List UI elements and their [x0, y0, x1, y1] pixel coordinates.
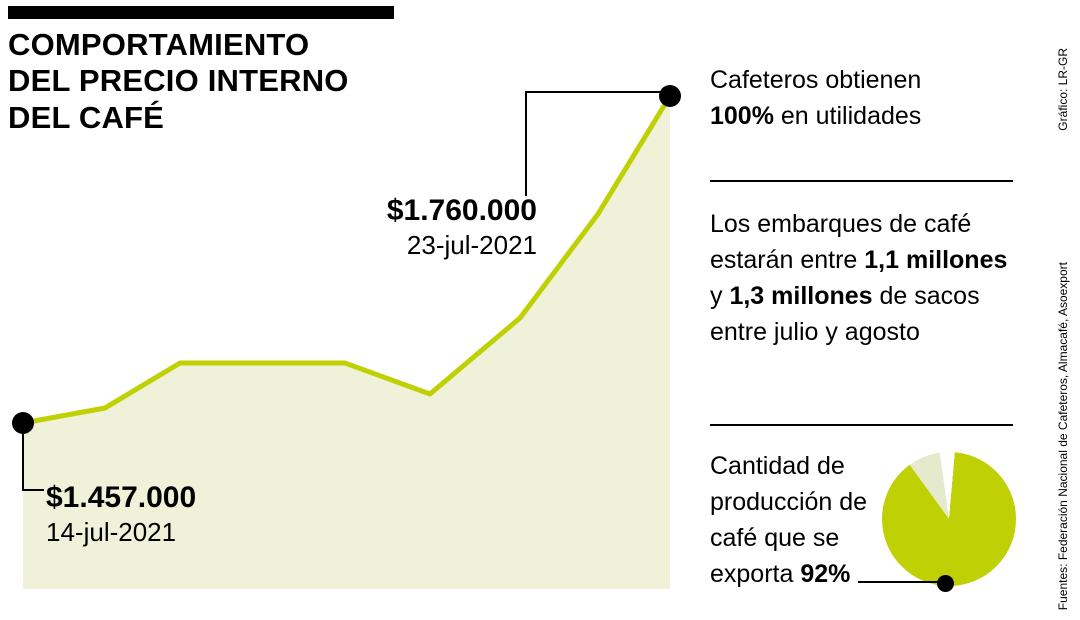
credit-graphic: Gráfico: LR-GR [1056, 48, 1070, 131]
fact-text: Los embarques de café estarán entre [710, 210, 972, 274]
title-rule [8, 6, 394, 19]
fact-text-bold: 100% [710, 102, 774, 130]
data-point-marker [12, 412, 34, 434]
start-price-annotation: $1.457.000 14-jul-2021 [46, 481, 196, 548]
end-price-date: 23-jul-2021 [406, 230, 537, 260]
pie-connector-line [858, 581, 944, 583]
title-line-2: DEL PRECIO INTERNO [8, 63, 349, 99]
title-line-3: DEL CAFÉ [8, 99, 165, 135]
pie-marker-dot [937, 575, 954, 592]
fact-text: en utilidades [773, 102, 922, 130]
data-point-marker [659, 85, 681, 107]
price-line [22, 94, 673, 426]
price-area-fill [23, 96, 670, 589]
start-price-value: $1.457.000 [46, 481, 197, 514]
page-title: COMPORTAMIENTO DEL PRECIO INTERNO DEL CA… [8, 27, 488, 136]
fact-divider [710, 424, 1013, 426]
end-price-annotation: $1.760.000 23-jul-2021 [297, 194, 537, 261]
fact-text: Cafeteros obtienen [710, 66, 922, 94]
fact-text-bold: 1,1 millones [864, 246, 1008, 274]
fact-shipments: Los embarques de café estarán entre 1,1 … [710, 206, 1018, 350]
end-price-value: $1.760.000 [386, 194, 537, 227]
fact-text-bold: 1,3 millones [729, 282, 873, 310]
fact-text: Cantidad de producción de café que se ex… [710, 452, 868, 588]
annotation-connector-line [525, 91, 662, 196]
fact-text: de sacos entre julio y agosto [710, 282, 980, 346]
export-pie [882, 452, 1016, 586]
annotation-connector-line [22, 432, 44, 491]
credit-sources: Fuentes: Federación Nacional de Cafetero… [1056, 261, 1070, 610]
fact-text-bold: 92% [800, 560, 851, 588]
start-price-date: 14-jul-2021 [46, 517, 177, 547]
title-line-1: COMPORTAMIENTO [8, 27, 310, 62]
fact-export-share: Cantidad de producción de café que se ex… [710, 448, 890, 592]
fact-utilities: Cafeteros obtienen 100% en utilidades [710, 62, 1012, 134]
fact-text: y [710, 282, 723, 310]
fact-divider [710, 180, 1013, 182]
